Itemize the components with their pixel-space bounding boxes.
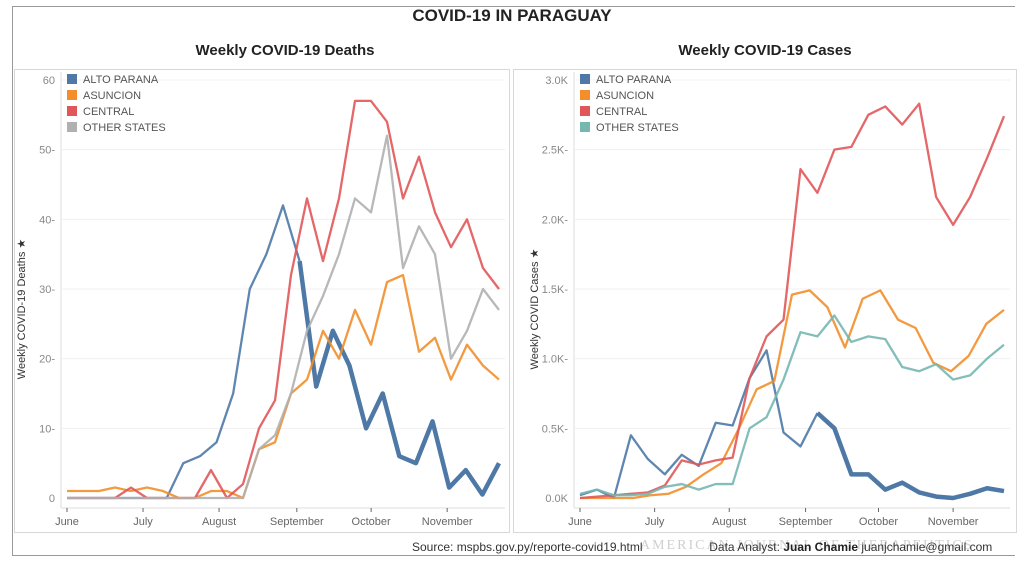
series-line-alto-parana — [67, 204, 301, 500]
legend-swatch — [67, 74, 77, 84]
series-line-central — [579, 102, 1006, 500]
y-tick-label: 60 — [43, 75, 55, 87]
x-tick-label: August — [202, 516, 236, 528]
x-tick-label: October — [352, 516, 391, 528]
y-axis-label: Weekly COVID Cases ★ — [529, 248, 541, 369]
y-tick-label: 0.5K- — [542, 423, 569, 435]
watermark: AMERICAN JOURNAL OF THERAPEUTICS — [640, 538, 974, 553]
y-tick-label: 10- — [39, 423, 55, 435]
analyst-label: Data Analyst: — [709, 540, 780, 554]
legend-label: ASUNCION — [83, 90, 141, 102]
legend-swatch — [580, 74, 590, 84]
legend-label: ALTO PARANA — [83, 74, 159, 86]
series-line-alto-parana-recent — [815, 411, 1005, 501]
x-tick-label: November — [928, 516, 979, 528]
legend-label: CENTRAL — [83, 106, 134, 118]
y-tick-label: 2.5K- — [542, 145, 569, 157]
legend-swatch — [580, 106, 590, 116]
dashboard-frame — [12, 6, 1015, 556]
legend-swatch — [67, 90, 77, 100]
deaths-chart: 0 10- 20- 30- 40- 50- 60 Weekly COVID-19 Deaths… — [16, 72, 505, 528]
y-tick-label: 1.0K- — [542, 354, 569, 366]
series-line-alto-parana — [579, 349, 819, 500]
x-tick-label: June — [55, 516, 79, 528]
y-tick-label: 0 — [49, 493, 55, 505]
source-text: Source: mspbs.gov.py/reporte-covid19.htm… — [412, 540, 643, 554]
y-tick-label: 2.0K- — [542, 214, 569, 226]
series-line-asuncion — [67, 273, 500, 500]
x-tick-label: September — [779, 516, 833, 528]
legend-label: ASUNCION — [596, 90, 654, 102]
cases-chart: 0.0K 0.5K- 1.0K- 1.5K- 2.0K- 2.5K- 3.0K Weekly … — [529, 72, 1010, 528]
legend-swatch — [580, 90, 590, 100]
x-tick-label: November — [422, 516, 473, 528]
y-tick-label: 1.5K- — [542, 284, 569, 296]
x-tick-label: August — [712, 516, 746, 528]
x-tick-label: July — [645, 516, 665, 528]
cases-chart-title: Weekly COVID-19 Cases — [678, 42, 852, 59]
deaths-chart-panel: 0 10- 20- 30- 40- 50- 60 Weekly COVID-19 Deaths… — [14, 69, 510, 533]
series-line-asuncion — [580, 289, 1005, 500]
legend-swatch — [580, 122, 590, 132]
series-line-central — [67, 99, 500, 500]
dashboard-title: COVID-19 IN PARAGUAY — [412, 6, 612, 25]
legend-label: ALTO PARANA — [596, 74, 672, 86]
cases-chart-panel: 0.0K 0.5K- 1.0K- 1.5K- 2.0K- 2.5K- 3.0K Weekly … — [513, 69, 1017, 533]
legend-label: CENTRAL — [596, 106, 647, 118]
legend-label: OTHER STATES — [596, 122, 679, 134]
legend-swatch — [67, 122, 77, 132]
legend-label: OTHER STATES — [83, 122, 166, 134]
x-tick-label: September — [270, 516, 324, 528]
analyst-name: Juan Chamie — [783, 540, 859, 554]
x-tick-label: July — [133, 516, 153, 528]
y-tick-label: 40- — [39, 214, 55, 226]
legend-swatch — [67, 106, 77, 116]
y-tick-label: 0.0K — [545, 493, 568, 505]
y-tick-label: 3.0K — [545, 75, 568, 87]
x-tick-label: June — [568, 516, 592, 528]
series-line-other-states — [67, 134, 500, 500]
y-tick-label: 30- — [39, 284, 55, 296]
y-tick-label: 50- — [39, 145, 55, 157]
analyst-email: juanjchamie@gmail.com — [861, 540, 993, 554]
series-line-alto-parana-recent — [297, 260, 501, 497]
footer: Source: mspbs.gov.py/reporte-covid19.htm… — [412, 540, 992, 554]
x-tick-label: October — [859, 516, 898, 528]
series-line-other-states — [579, 314, 1005, 497]
y-tick-label: 20- — [39, 354, 55, 366]
deaths-chart-title: Weekly COVID-19 Deaths — [195, 42, 375, 59]
y-axis-label: Weekly COVID-19 Deaths ★ — [16, 239, 28, 380]
